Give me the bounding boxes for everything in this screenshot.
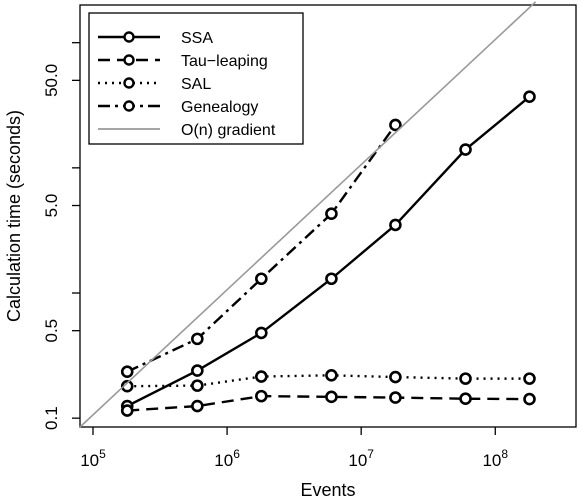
series-genealogy bbox=[120, 118, 402, 379]
y-tick-label: 0.1 bbox=[42, 406, 61, 430]
data-point bbox=[191, 332, 204, 346]
data-point bbox=[255, 272, 268, 286]
data-point bbox=[389, 118, 402, 132]
data-point bbox=[120, 404, 134, 417]
data-point bbox=[191, 379, 204, 392]
data-point bbox=[325, 390, 338, 404]
legend-label: O(n) gradient bbox=[181, 122, 276, 139]
data-point bbox=[389, 391, 402, 404]
y-tick-label: 0.5 bbox=[42, 319, 61, 343]
legend-item-tau-leaping: Tau−leaping bbox=[98, 53, 268, 70]
data-point bbox=[389, 370, 402, 384]
y-axis-label: Calculation time (seconds) bbox=[4, 110, 24, 322]
legend-rows: SSA Tau−leaping SAL Genealogy O(n) gradient bbox=[98, 30, 276, 139]
data-point bbox=[325, 272, 338, 286]
y-tick-label: 50.0 bbox=[42, 64, 61, 97]
y-tick-label: 5.0 bbox=[42, 194, 61, 218]
data-point bbox=[120, 379, 134, 393]
legend: SSA Tau−leaping SAL Genealogy O(n) gradient bbox=[88, 12, 304, 145]
legend-label: Genealogy bbox=[181, 99, 258, 116]
series-o-n-gradient bbox=[79, 1, 537, 428]
data-point bbox=[523, 392, 536, 406]
legend-marker bbox=[123, 54, 135, 66]
data-point bbox=[459, 372, 472, 385]
legend-label: Tau−leaping bbox=[181, 53, 268, 70]
x-axis-label: Events bbox=[300, 480, 355, 500]
x-tick-label: 105 bbox=[80, 447, 106, 470]
x-tick-label: 107 bbox=[348, 447, 374, 470]
axis-layer: 105 106 107 108 0.1 0.5 5.0 50.0 bbox=[42, 42, 508, 470]
series-layer bbox=[79, 1, 537, 428]
data-point bbox=[459, 143, 472, 156]
series-line-o-n-gradient bbox=[79, 1, 537, 428]
legend-marker bbox=[123, 100, 135, 112]
data-point bbox=[120, 365, 134, 379]
legend-marker bbox=[123, 31, 135, 43]
data-point bbox=[255, 389, 268, 403]
data-point bbox=[255, 326, 268, 340]
series-sal bbox=[120, 369, 536, 393]
x-tick-label: 108 bbox=[482, 447, 508, 470]
data-point bbox=[459, 392, 472, 406]
data-point bbox=[523, 372, 536, 385]
data-point bbox=[523, 90, 536, 104]
data-point bbox=[325, 207, 338, 221]
legend-item-ssa: SSA bbox=[98, 30, 213, 47]
data-point bbox=[389, 218, 402, 232]
data-point bbox=[191, 399, 204, 413]
data-point bbox=[325, 369, 338, 382]
data-point bbox=[255, 370, 268, 383]
legend-item-o-n-gradient: O(n) gradient bbox=[98, 122, 276, 139]
legend-marker bbox=[123, 77, 135, 89]
series-tau-leaping bbox=[120, 389, 536, 417]
legend-label: SSA bbox=[181, 30, 213, 47]
legend-label: SAL bbox=[181, 76, 211, 93]
legend-item-genealogy: Genealogy bbox=[98, 99, 258, 116]
x-tick-label: 106 bbox=[214, 447, 240, 470]
plot-frame bbox=[79, 4, 577, 428]
series-line-genealogy bbox=[126, 124, 397, 373]
legend-item-sal: SAL bbox=[98, 76, 211, 93]
data-point bbox=[191, 364, 204, 377]
